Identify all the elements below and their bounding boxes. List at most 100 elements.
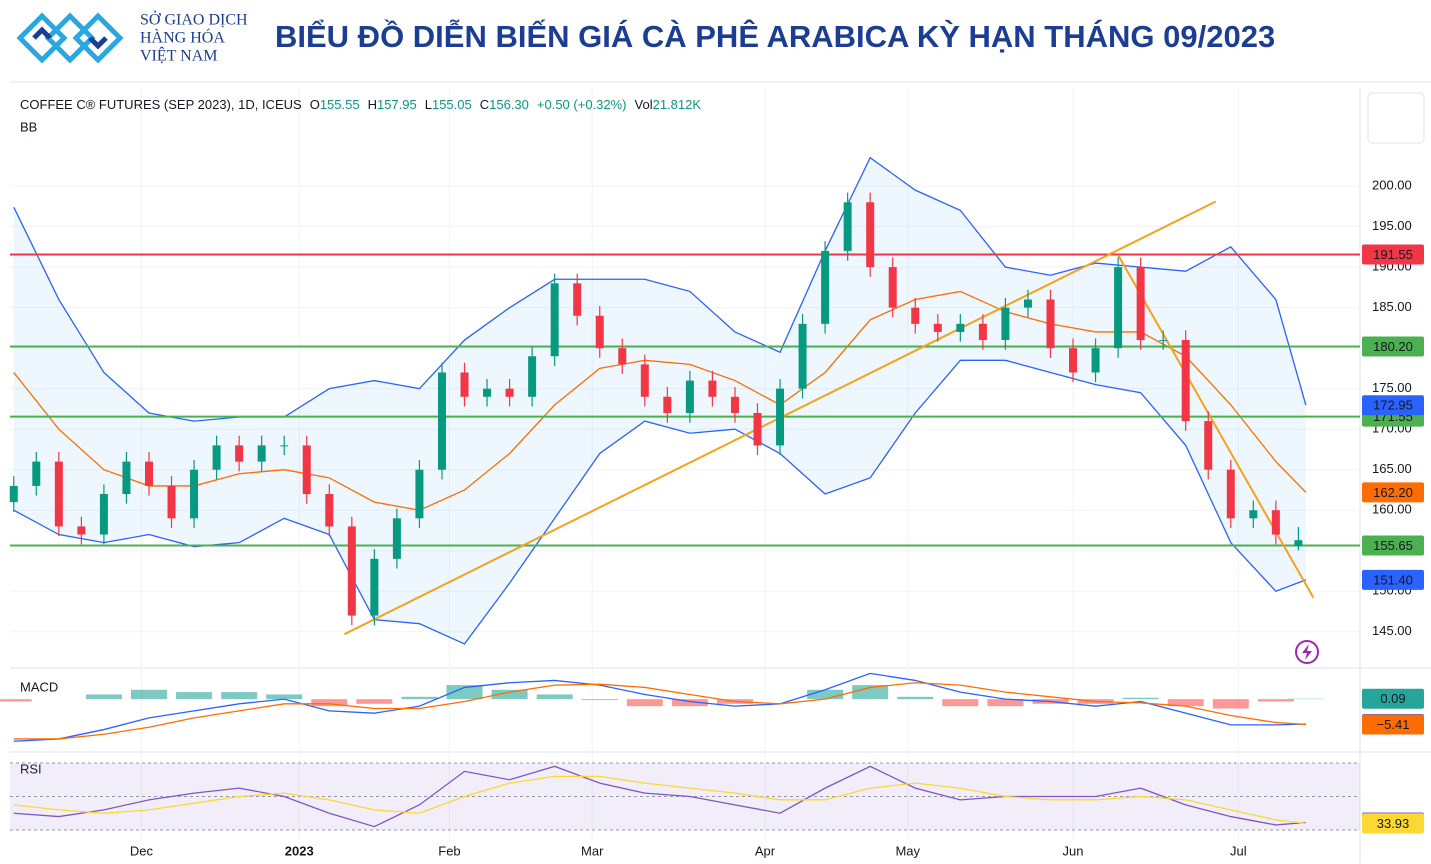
histogram-bar xyxy=(401,696,438,700)
candle-body xyxy=(1091,348,1100,373)
trend-line xyxy=(1117,254,1315,599)
price-line-label-box xyxy=(1362,535,1424,556)
legend-change: +0.50 (+0.32%) xyxy=(537,97,627,112)
candle-body xyxy=(144,461,153,486)
candle-body xyxy=(1114,267,1123,349)
last-value-label: 151.40 xyxy=(1373,572,1413,587)
x-tick-label: Dec xyxy=(130,843,154,858)
candle-body xyxy=(1159,340,1168,342)
candle-body xyxy=(956,323,965,332)
candle-body xyxy=(370,558,379,616)
org-line: HÀNG HÓA xyxy=(140,28,225,47)
candle-body xyxy=(978,323,987,341)
page-title: BIỂU ĐỒ DIỄN BIẾN GIÁ CÀ PHÊ ARABICA KỲ … xyxy=(275,18,1275,54)
candle-body xyxy=(1136,267,1145,341)
indicator-label: BB xyxy=(20,119,37,134)
rsi-line xyxy=(13,765,1306,828)
candle-body xyxy=(1294,540,1303,547)
last-value-label: 162.20 xyxy=(1373,485,1413,500)
histogram-bar xyxy=(581,699,618,701)
legend-field-value: 156.30 xyxy=(489,97,529,112)
candle-body xyxy=(798,323,807,389)
histogram-bar xyxy=(897,696,934,700)
histogram-bar xyxy=(221,692,258,700)
histogram-bar xyxy=(446,685,483,700)
corner-button[interactable] xyxy=(1367,92,1425,144)
candle-body xyxy=(776,388,785,446)
y-tick-label: 175.00 xyxy=(1372,380,1412,395)
logo xyxy=(16,12,124,64)
histogram-bar xyxy=(671,699,708,707)
candle-body xyxy=(437,372,446,470)
last-value-label: 0.09 xyxy=(1380,691,1405,706)
histogram-bar xyxy=(311,699,348,707)
candle-body xyxy=(663,396,672,413)
candle-body xyxy=(54,461,63,527)
candle-body xyxy=(753,412,762,446)
histogram-bar xyxy=(536,694,573,700)
lightning-icon xyxy=(1302,644,1312,660)
legend-field-label: C xyxy=(480,97,489,112)
legend-field-value: 157.95 xyxy=(377,97,417,112)
candle-body xyxy=(821,250,830,324)
y-tick-label: 195.00 xyxy=(1372,218,1412,233)
candle-body xyxy=(1249,510,1258,519)
candle-body xyxy=(1001,307,1010,341)
histogram-bar xyxy=(987,699,1024,707)
candle-body xyxy=(1046,299,1055,349)
candle-body xyxy=(933,323,942,332)
band-line xyxy=(13,359,1307,645)
x-tick-label: Jul xyxy=(1230,843,1247,858)
y-tick-label: 145.00 xyxy=(1372,623,1412,638)
candle-body xyxy=(77,526,86,535)
y-tick-label: 185.00 xyxy=(1372,299,1412,314)
x-tick-label: 2023 xyxy=(285,843,314,858)
candle-body xyxy=(1204,421,1213,470)
candle-body xyxy=(99,494,108,535)
price-line-label-box xyxy=(1362,244,1424,265)
histogram-bar xyxy=(807,689,844,700)
candle-body xyxy=(911,307,920,324)
candle-body xyxy=(122,461,131,495)
candle-body xyxy=(190,469,199,519)
x-tick-label: Feb xyxy=(438,843,460,858)
band-line xyxy=(13,290,1307,511)
macd-line xyxy=(13,682,1306,740)
legend-field-label: L xyxy=(425,97,432,112)
candle-body xyxy=(1023,299,1032,308)
histogram-bar xyxy=(1212,699,1249,709)
candle-body xyxy=(167,485,176,519)
indicator-label: MACD xyxy=(20,679,58,694)
band-fill xyxy=(13,157,1306,644)
legend-volume-value: 21.812K xyxy=(653,97,702,112)
y-tick-label: 165.00 xyxy=(1372,461,1412,476)
histogram-bar xyxy=(356,699,393,704)
candle-body xyxy=(325,494,334,527)
candle-body xyxy=(888,267,897,308)
candle-body xyxy=(392,518,401,559)
price-line-label: 191.55 xyxy=(1373,247,1413,262)
histogram-bar xyxy=(85,694,122,700)
lightning-button[interactable] xyxy=(1295,640,1319,664)
candle-body xyxy=(235,445,244,462)
candle-body xyxy=(640,364,649,397)
candle-body xyxy=(347,526,356,616)
last-value-label-box xyxy=(1362,813,1424,834)
legend-field-value: 155.55 xyxy=(320,97,360,112)
candle-body xyxy=(843,202,852,251)
indicator-label: RSI xyxy=(20,761,42,776)
candle-body xyxy=(618,348,627,365)
last-value-label-box xyxy=(1362,395,1424,416)
last-value-label-box xyxy=(1362,714,1424,735)
histogram-bar xyxy=(176,692,213,700)
histogram-bar xyxy=(626,699,663,707)
histogram-bar xyxy=(852,685,889,700)
candle-body xyxy=(257,445,266,462)
rsi-line xyxy=(13,775,1306,825)
legend: COFFEE C® FUTURES (SEP 2023), 1D, ICEUS O… xyxy=(20,97,701,112)
candle-body xyxy=(730,396,739,413)
candle-body xyxy=(595,315,604,349)
legend-symbol: COFFEE C® FUTURES (SEP 2023), 1D, ICEUS xyxy=(20,97,302,112)
histogram-bar xyxy=(491,689,528,700)
